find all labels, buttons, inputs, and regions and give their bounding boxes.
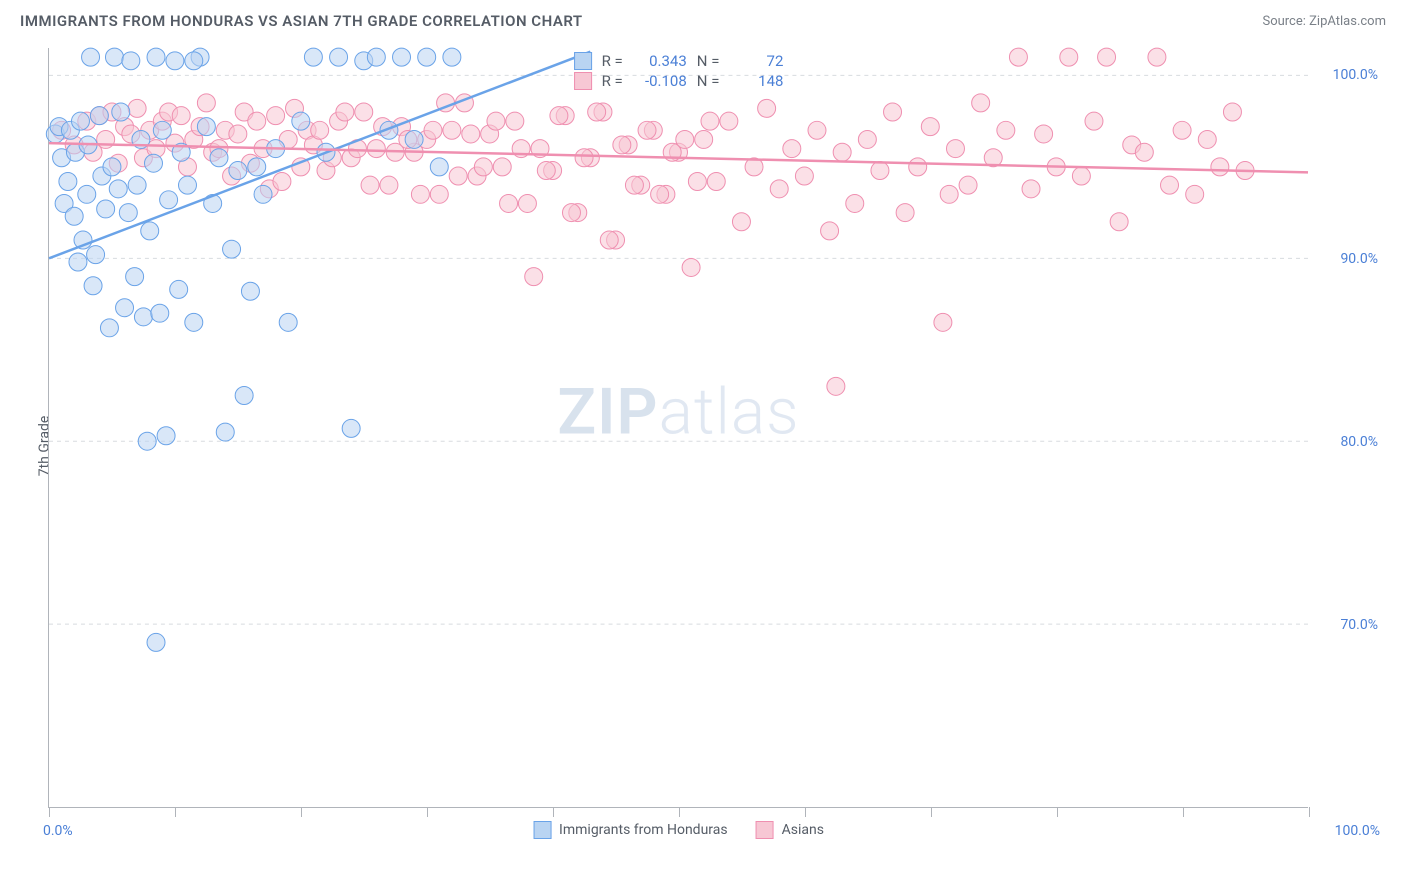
x-tick (427, 807, 428, 817)
swatch-honduras (574, 52, 592, 70)
chart-plot-area: ZIPatlas R = 0.343 N = 72 R = -0.108 N =… (48, 48, 1308, 808)
correlation-legend: R = 0.343 N = 72 R = -0.108 N = 148 (574, 52, 784, 90)
legend-item-asians: Asians (756, 821, 824, 839)
y-tick-label: 100.0% (1333, 67, 1378, 83)
swatch-honduras-bottom (533, 821, 551, 839)
x-tick (805, 807, 806, 817)
legend-row-asians: R = -0.108 N = 148 (574, 72, 784, 90)
x-tick (301, 807, 302, 817)
x-axis-min-label: 0.0% (43, 823, 73, 839)
chart-title: IMMIGRANTS FROM HONDURAS VS ASIAN 7TH GR… (20, 12, 583, 30)
x-tick (931, 807, 932, 817)
legend-item-honduras: Immigrants from Honduras (533, 821, 728, 839)
y-tick-label: 80.0% (1340, 434, 1378, 450)
x-tick (175, 807, 176, 817)
x-tick (1309, 807, 1310, 817)
x-tick (1183, 807, 1184, 817)
x-tick (1057, 807, 1058, 817)
y-tick-label: 70.0% (1340, 617, 1378, 633)
swatch-asians (574, 72, 592, 90)
x-tick (679, 807, 680, 817)
x-axis-max-label: 100.0% (1335, 823, 1380, 839)
source-label: Source: ZipAtlas.com (1262, 14, 1386, 29)
legend-row-honduras: R = 0.343 N = 72 (574, 52, 784, 70)
y-tick-label: 90.0% (1340, 251, 1378, 267)
swatch-asians-bottom (756, 821, 774, 839)
series-legend: Immigrants from Honduras Asians (533, 821, 824, 839)
x-tick (553, 807, 554, 817)
x-tick (49, 807, 50, 817)
scatter-svg (49, 48, 1308, 807)
